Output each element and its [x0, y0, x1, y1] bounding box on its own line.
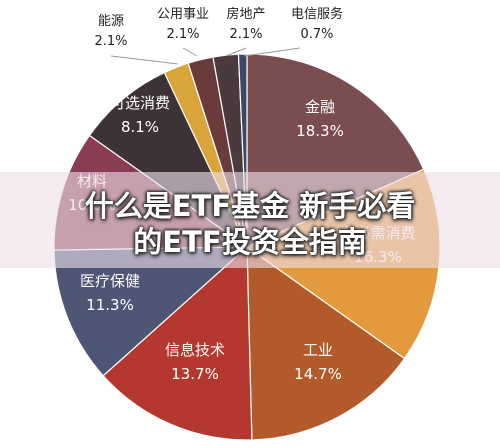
slice-label-name: 公用事业: [157, 7, 209, 22]
slice-label-name: 信息技术: [165, 341, 225, 359]
slice-label-name: 房地产: [226, 6, 265, 22]
slice-label-value: 0.7%: [300, 27, 333, 42]
leader-line-3: [225, 47, 247, 57]
slice-label-value: 2.1%: [94, 34, 127, 49]
title-banner: [0, 172, 500, 268]
leader-line-4: [243, 47, 301, 57]
slice-label-name: 金融: [305, 98, 335, 116]
banner-title-line-2: 的ETF投资全指南: [133, 225, 367, 259]
banner-title-line-1: 什么是ETF基金 新手必看: [84, 189, 416, 223]
leader-line-1: [110, 55, 179, 65]
pie-slice-3: [246, 245, 406, 441]
leader-line-2: [182, 47, 198, 57]
slice-label-name: 可选消费: [110, 94, 170, 112]
slice-label-value: 18.3%: [296, 122, 344, 140]
slice-label-value: 2.1%: [229, 27, 262, 42]
slice-label-value: 14.7%: [294, 365, 342, 383]
slice-label-name: 医疗保健: [80, 272, 140, 290]
slice-label-value: 13.7%: [171, 365, 219, 383]
slice-label-name: 工业: [303, 341, 333, 359]
slice-label-name: 能源: [98, 14, 124, 29]
slice-label-name: 电信服务: [291, 6, 343, 22]
pie-slice-4: [102, 245, 253, 441]
slice-label-value: 2.1%: [166, 27, 199, 42]
slice-label-value: 11.3%: [86, 296, 134, 314]
leader-lines: [110, 47, 301, 65]
slice-label-value: 8.1%: [121, 118, 159, 136]
